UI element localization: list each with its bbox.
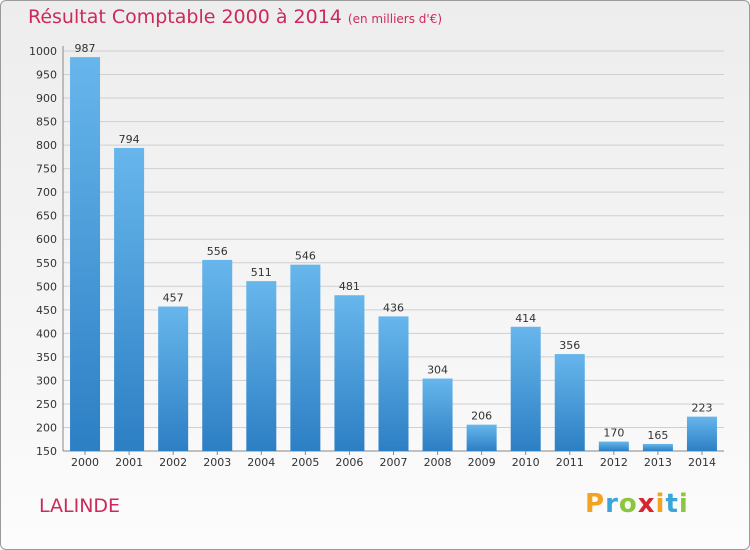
- value-label: 304: [427, 364, 448, 377]
- bar: [114, 147, 145, 452]
- x-tick-label: 2011: [556, 456, 584, 469]
- y-tick-label: 600: [36, 233, 57, 246]
- x-tick-label: 2007: [380, 456, 408, 469]
- value-label: 206: [471, 410, 492, 423]
- title-text: Résultat Comptable 2000 à 2014: [28, 6, 342, 28]
- bar: [158, 306, 189, 451]
- y-tick-label: 950: [36, 69, 57, 82]
- y-tick-label: 850: [36, 116, 57, 129]
- value-label: 511: [251, 266, 272, 279]
- bar: [70, 57, 101, 451]
- bar: [554, 354, 585, 451]
- bar: [510, 326, 541, 451]
- value-label: 481: [339, 280, 360, 293]
- bar: [598, 441, 629, 451]
- x-tick-label: 2000: [71, 456, 99, 469]
- x-tick-label: 2008: [424, 456, 452, 469]
- bar: [246, 281, 277, 451]
- x-tick-label: 2014: [688, 456, 716, 469]
- y-tick-label: 1000: [29, 45, 57, 58]
- value-label: 436: [383, 301, 404, 314]
- bar: [290, 264, 321, 451]
- logo-letter: i: [678, 489, 689, 519]
- logo-letter: t: [665, 489, 679, 519]
- value-label: 165: [647, 429, 668, 442]
- y-tick-label: 250: [36, 398, 57, 411]
- y-tick-label: 500: [36, 280, 57, 293]
- bar: [686, 416, 717, 451]
- x-tick-label: 2006: [335, 456, 363, 469]
- logo-letter: r: [605, 489, 619, 519]
- bars: [70, 57, 717, 452]
- x-tick-label: 2001: [115, 456, 143, 469]
- y-tick-label: 900: [36, 92, 57, 105]
- x-tick-label: 2009: [468, 456, 496, 469]
- chart-subtitle: (en milliers d'€): [347, 12, 443, 26]
- y-tick-label: 700: [36, 186, 57, 199]
- y-tick-label: 650: [36, 210, 57, 223]
- y-tick-label: 750: [36, 163, 57, 176]
- bar: [334, 295, 365, 451]
- y-tick-label: 450: [36, 304, 57, 317]
- value-label: 987: [75, 42, 96, 55]
- value-label: 170: [603, 427, 624, 440]
- place-name: LALINDE: [39, 495, 121, 517]
- y-tick-label: 200: [36, 421, 57, 434]
- proxiti-logo: Proxiti: [585, 489, 689, 519]
- value-label: 556: [207, 245, 228, 258]
- y-tick-label: 150: [36, 445, 57, 458]
- x-tick-label: 2012: [600, 456, 628, 469]
- x-tick-label: 2005: [291, 456, 319, 469]
- value-label: 457: [163, 292, 184, 305]
- labels: 150 200 250 300 350 400 450 500 550 600 650 700 750 8…: [29, 42, 716, 469]
- grid-lines: [63, 50, 724, 452]
- value-label: 794: [119, 133, 140, 146]
- logo-letter: i: [655, 489, 666, 519]
- y-tick-label: 300: [36, 374, 57, 387]
- bar: [378, 316, 409, 451]
- bar: [422, 378, 453, 451]
- y-tick-label: 550: [36, 257, 57, 270]
- bar-chart: 150 200 250 300 350 400 450 500 550 600 650 700 750 8…: [29, 42, 724, 469]
- value-label: 356: [559, 339, 580, 352]
- value-label: 223: [691, 402, 712, 415]
- x-tick-label: 2003: [203, 456, 231, 469]
- x-tick-label: 2002: [159, 456, 187, 469]
- y-tick-label: 800: [36, 139, 57, 152]
- logo-letter: P: [585, 489, 606, 519]
- x-tick-label: 2010: [512, 456, 540, 469]
- x-tick-label: 2004: [247, 456, 275, 469]
- chart-title: Résultat Comptable 2000 à 2014 (en millie…: [28, 6, 442, 28]
- logo-letter: o: [618, 489, 638, 519]
- logo-letter: x: [637, 489, 656, 519]
- value-label: 546: [295, 250, 316, 263]
- y-tick-label: 400: [36, 327, 57, 340]
- x-tick-label: 2013: [644, 456, 672, 469]
- bar: [466, 424, 497, 451]
- y-tick-label: 350: [36, 351, 57, 364]
- bar: [642, 443, 673, 451]
- bar: [202, 259, 233, 451]
- value-label: 414: [515, 312, 536, 325]
